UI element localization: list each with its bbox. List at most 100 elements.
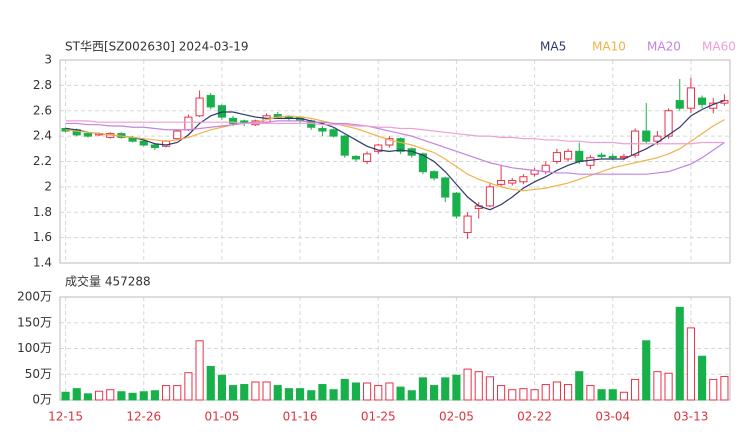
volume-bar [497,385,506,401]
volume-bar [340,378,349,401]
volume-bar [284,388,293,401]
x-tick-label: 01-16 [283,410,318,424]
volume-bar [597,389,606,401]
legend-label: MA10 [592,40,626,54]
volume-bar [273,385,282,401]
volume-bar [173,385,182,401]
volume-bar [474,371,483,401]
volume-bar [586,385,595,401]
volume-bar [608,389,617,401]
volume-bar [106,389,115,401]
candle-body [139,140,148,146]
volume-bar [128,392,137,401]
y-tick-label: 1.4 [33,256,52,270]
y-tick-label: 3 [44,53,52,67]
ma-line [65,120,725,145]
y-tick-label: 2.6 [33,103,52,117]
candle-body [497,180,506,185]
volume-bar [407,390,416,401]
candle-body [686,87,695,109]
candle-body [418,153,427,173]
volume-bar [441,377,450,401]
ma-line [65,100,725,211]
volume-bar [229,385,238,401]
candle-body [452,192,461,217]
volume-bar [698,355,707,401]
volume-bar [296,388,305,401]
plot-frame [59,59,731,264]
volume-bar [530,389,539,401]
candle-body [217,105,226,118]
y-tick-label: 50万 [25,367,52,381]
candle-body [597,154,606,157]
x-tick-label: 02-22 [517,410,552,424]
y-tick-label: 100万 [17,341,52,355]
legend-label: MA20 [647,40,681,54]
ma-line [65,120,725,175]
candle-body [586,157,595,166]
candle-body [675,100,684,109]
x-tick-label: 12-26 [126,410,161,424]
volume-bar [575,371,584,401]
candle-body [541,164,550,173]
volume-bar [720,375,729,401]
volume-bar [240,384,249,401]
candle-body [463,215,472,234]
volume-bar [217,374,226,401]
plot-frame [59,296,731,401]
candle-body [508,180,517,184]
volume-bar [653,371,662,401]
candle-body [653,135,662,142]
candle-body [552,152,561,162]
volume-bar [452,374,461,401]
y-tick-label: 1.6 [33,230,52,244]
volume-bar [61,391,70,401]
volume-bar [519,388,528,401]
candle-body [441,177,450,198]
volume-bar [396,386,405,401]
x-tick-label: 03-13 [673,410,708,424]
volume-bar [307,390,316,401]
candle-body [329,129,338,137]
candle-body [173,130,182,140]
candle-body [150,144,159,149]
x-tick-label: 03-04 [595,410,630,424]
candle-body [642,130,651,142]
volume-bar [72,388,81,401]
volume-bar [430,385,439,401]
candle-body [385,138,394,146]
volume-bar [552,381,561,401]
candle-body [564,150,573,160]
candle-body [631,130,640,156]
volume-bar [251,381,260,401]
volume-bar [619,391,628,401]
volume-bar [485,376,494,401]
y-tick-label: 150万 [17,315,52,329]
y-tick-label: 0万 [32,393,52,407]
volume-bar [95,390,104,401]
volume-bar [631,378,640,401]
volume-bar [686,327,695,401]
volume-bar [541,384,550,401]
y-tick-label: 2 [44,179,52,193]
candle-body [83,133,92,137]
candle-body [206,95,215,108]
y-tick-label: 2.2 [33,154,52,168]
volume-bar [351,382,360,401]
candle-body [608,155,617,159]
volume-title: 成交量 457288 [65,274,151,289]
volume-bar [162,385,171,401]
volume-bar [318,384,327,401]
candle-body [664,110,673,137]
volume-bar [184,372,193,401]
candle-body [229,117,238,124]
volume-bar [508,389,517,401]
legend-label: MA5 [540,40,566,54]
volume-bar [709,378,718,401]
y-tick-label: 2.8 [33,78,52,92]
volume-bar [83,393,92,401]
candle-body [374,144,383,152]
y-tick-label: 1.8 [33,205,52,219]
legend-label: MA60 [702,40,736,54]
volume-bar [117,391,126,401]
